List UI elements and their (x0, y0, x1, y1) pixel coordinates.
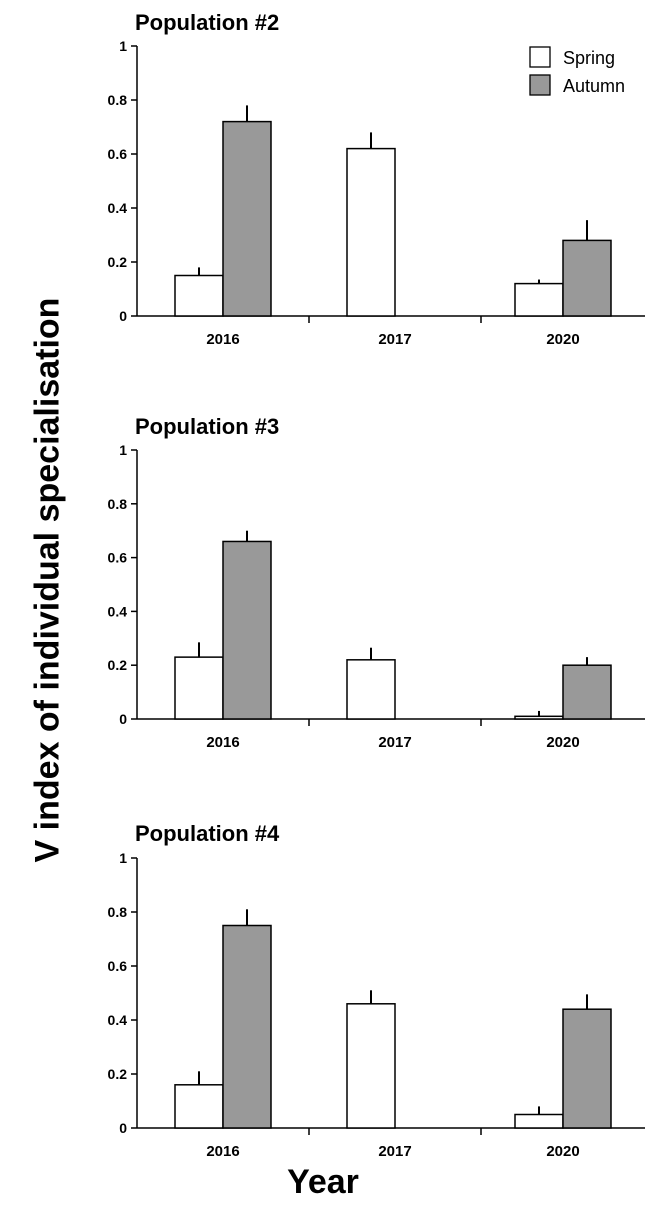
autumn-bar-2020 (562, 1008, 612, 1129)
y-tick-label: 0.8 (108, 92, 128, 108)
x-tick-label: 2017 (378, 734, 411, 751)
chart-title: Population #4 (135, 821, 280, 846)
spring-bar-2017 (346, 147, 396, 317)
y-tick-label: 0.2 (108, 1066, 128, 1082)
chart-title: Population #2 (135, 10, 279, 35)
spring-bar-2016 (174, 1084, 224, 1129)
y-tick-label: 0.6 (108, 550, 128, 566)
y-axis-title-area: V index of individual specialisation (0, 0, 80, 1225)
spring-bar-2016 (174, 274, 224, 317)
legend-label-spring: Spring (563, 48, 615, 68)
legend-label-autumn: Autumn (563, 76, 625, 96)
spring-bar-2020 (514, 282, 564, 317)
y-tick-label: 0.4 (108, 200, 128, 216)
y-tick-label: 0.2 (108, 657, 128, 673)
y-tick-label: 1 (119, 442, 127, 458)
x-tick-label: 2016 (206, 734, 239, 751)
y-tick-label: 0.2 (108, 254, 128, 270)
spring-bar-2017 (346, 659, 396, 720)
y-axis-title: V index of individual specialisation (28, 297, 67, 863)
x-tick-label: 2016 (206, 331, 239, 348)
y-tick-label: 0.6 (108, 958, 128, 974)
y-tick-label: 0.8 (108, 496, 128, 512)
x-tick-label: 2016 (206, 1143, 239, 1160)
autumn-bar-2016 (222, 540, 272, 720)
x-tick-label: 2017 (378, 1143, 411, 1160)
legend-swatch-autumn (529, 74, 551, 96)
x-axis-title: Year (287, 1163, 359, 1201)
autumn-bar-2016 (222, 924, 272, 1129)
y-tick-label: 1 (119, 850, 127, 866)
x-tick-label: 2017 (378, 331, 411, 348)
y-tick-label: 0.4 (108, 603, 128, 619)
x-tick-label: 2020 (546, 331, 579, 348)
y-tick-label: 0 (119, 711, 127, 727)
spring-bar-2020 (514, 1113, 564, 1129)
spring-bar-2020 (514, 715, 564, 720)
autumn-bar-2016 (222, 120, 272, 317)
x-tick-label: 2020 (546, 1143, 579, 1160)
y-tick-label: 0.6 (108, 146, 128, 162)
y-tick-label: 0.4 (108, 1012, 128, 1028)
x-tick-label: 2020 (546, 734, 579, 751)
y-tick-label: 0 (119, 308, 127, 324)
y-tick-label: 1 (119, 38, 127, 54)
spring-bar-2017 (346, 1003, 396, 1129)
chart-title: Population #3 (135, 414, 279, 439)
autumn-bar-2020 (562, 239, 612, 317)
legend-swatch-spring (529, 46, 551, 68)
autumn-bar-2020 (562, 664, 612, 720)
y-tick-label: 0 (119, 1120, 127, 1136)
spring-bar-2016 (174, 656, 224, 720)
y-tick-label: 0.8 (108, 904, 128, 920)
